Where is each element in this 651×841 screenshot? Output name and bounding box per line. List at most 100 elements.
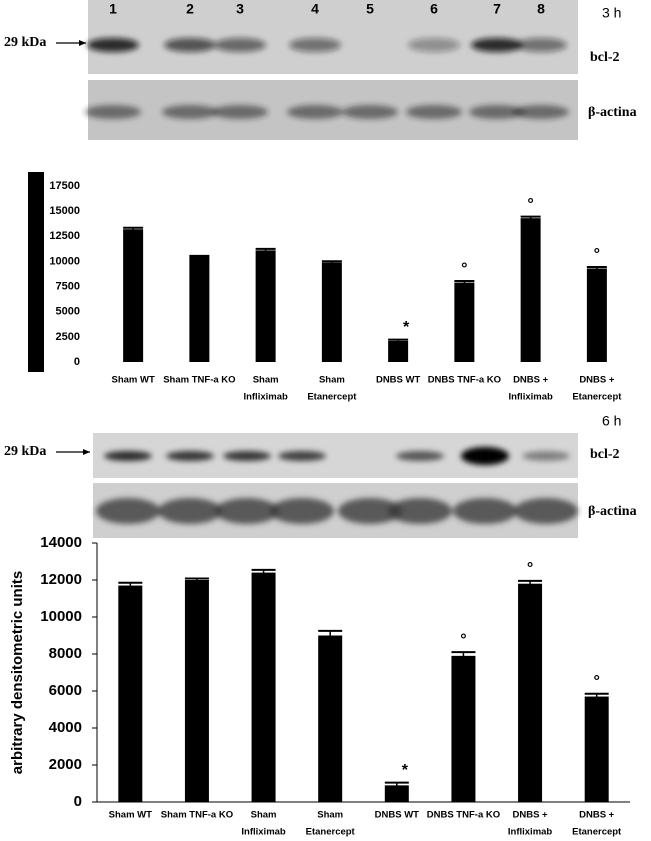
band <box>469 105 525 119</box>
band <box>164 38 216 52</box>
band-label: bcl-2 <box>590 447 620 462</box>
y-tick-label: 12000 <box>40 571 82 588</box>
lane-number: 6 <box>430 1 438 17</box>
x-tick-label: Sham TNF-a KO <box>161 810 233 821</box>
y-tick-label: 4000 <box>49 719 82 736</box>
band <box>471 38 523 52</box>
bar <box>454 282 475 362</box>
band <box>166 451 214 461</box>
lane-number: 8 <box>537 1 545 17</box>
y-tick-label: 10000 <box>40 608 82 625</box>
band <box>270 498 334 524</box>
bar <box>118 585 143 802</box>
x-tick-label: Sham WT <box>111 375 154 386</box>
band <box>96 498 160 524</box>
axis-bar <box>28 172 44 372</box>
x-tick-label: DNBS WT <box>375 810 420 821</box>
y-tick-label: 14000 <box>40 534 82 551</box>
band <box>223 451 271 461</box>
y-tick-label: 5000 <box>56 306 80 318</box>
significance-marker: ° <box>527 196 533 213</box>
y-tick-label: 12500 <box>49 230 80 242</box>
band <box>513 105 569 119</box>
band-label: β-actina <box>588 105 637 120</box>
time-label: 3 h <box>602 5 621 21</box>
lane-number: 5 <box>366 1 374 17</box>
bar <box>321 262 342 362</box>
band <box>338 498 402 524</box>
x-tick-label: DNBS + <box>513 375 549 386</box>
x-tick-label: Etanercept <box>306 827 356 838</box>
band <box>453 498 517 524</box>
significance-marker: * <box>403 319 410 336</box>
lane-number: 2 <box>186 1 194 17</box>
x-tick-label: Infliximab <box>508 827 553 838</box>
y-tick-label: 10000 <box>49 255 80 267</box>
marker-label: 29 kDa <box>4 35 46 50</box>
x-tick-label: Etanercept <box>572 392 622 403</box>
significance-marker: ° <box>593 673 599 690</box>
y-tick-label: 0 <box>74 793 82 810</box>
time-label: 6 h <box>602 413 621 429</box>
bar <box>184 580 209 802</box>
x-tick-label: Sham <box>251 810 277 821</box>
band <box>162 105 218 119</box>
band <box>514 498 578 524</box>
band <box>104 451 152 461</box>
x-tick-label: Infliximab <box>241 827 286 838</box>
band <box>278 451 326 461</box>
x-tick-label: DNBS WT <box>376 375 421 386</box>
y-tick-label: 6000 <box>49 682 82 699</box>
band <box>87 38 139 52</box>
significance-marker: ° <box>460 631 466 648</box>
bar <box>586 268 607 362</box>
x-tick-label: DNBS TNF-a KO <box>428 375 501 386</box>
y-axis-label: arbitrary densitometric units <box>9 571 26 774</box>
band-label: bcl-2 <box>590 50 620 65</box>
lane-number: 3 <box>236 1 244 17</box>
lane-number: 4 <box>311 1 319 17</box>
significance-marker: ° <box>527 560 533 577</box>
band <box>522 451 570 461</box>
band <box>214 38 266 52</box>
band <box>388 498 452 524</box>
bar <box>518 583 543 802</box>
x-tick-label: Sham <box>317 810 343 821</box>
band-label: β-actina <box>588 504 637 519</box>
band <box>515 38 567 52</box>
bar <box>384 785 409 802</box>
band <box>342 105 398 119</box>
band <box>406 105 462 119</box>
x-tick-label: DNBS + <box>579 375 615 386</box>
band <box>408 38 460 52</box>
x-tick-label: DNBS + <box>513 810 549 821</box>
y-tick-label: 2500 <box>56 331 80 343</box>
arrow-head <box>79 40 86 46</box>
y-tick-label: 0 <box>74 356 80 368</box>
band <box>461 447 509 465</box>
y-tick-label: 15000 <box>49 205 80 217</box>
marker-label: 29 kDa <box>4 444 46 459</box>
y-tick-label: 17500 <box>49 180 80 192</box>
band <box>158 498 222 524</box>
x-tick-label: Etanercept <box>572 827 622 838</box>
band <box>212 105 268 119</box>
x-tick-label: DNBS TNF-a KO <box>427 810 500 821</box>
x-tick-label: Sham TNF-a KO <box>163 375 235 386</box>
bar <box>520 218 541 362</box>
band <box>287 105 343 119</box>
x-tick-label: Infliximab <box>243 392 288 403</box>
significance-marker: ° <box>461 260 467 277</box>
lane-number: 1 <box>109 1 117 17</box>
band <box>215 498 279 524</box>
bar <box>255 250 276 362</box>
significance-marker: ° <box>594 246 600 263</box>
band <box>85 105 141 119</box>
bar <box>388 340 409 362</box>
lane-number: 7 <box>493 1 501 17</box>
x-tick-label: Etanercept <box>307 392 357 403</box>
bar <box>584 696 609 802</box>
bar <box>318 635 343 802</box>
x-tick-label: Sham <box>253 375 279 386</box>
blot-bcl2-3h <box>88 0 578 74</box>
